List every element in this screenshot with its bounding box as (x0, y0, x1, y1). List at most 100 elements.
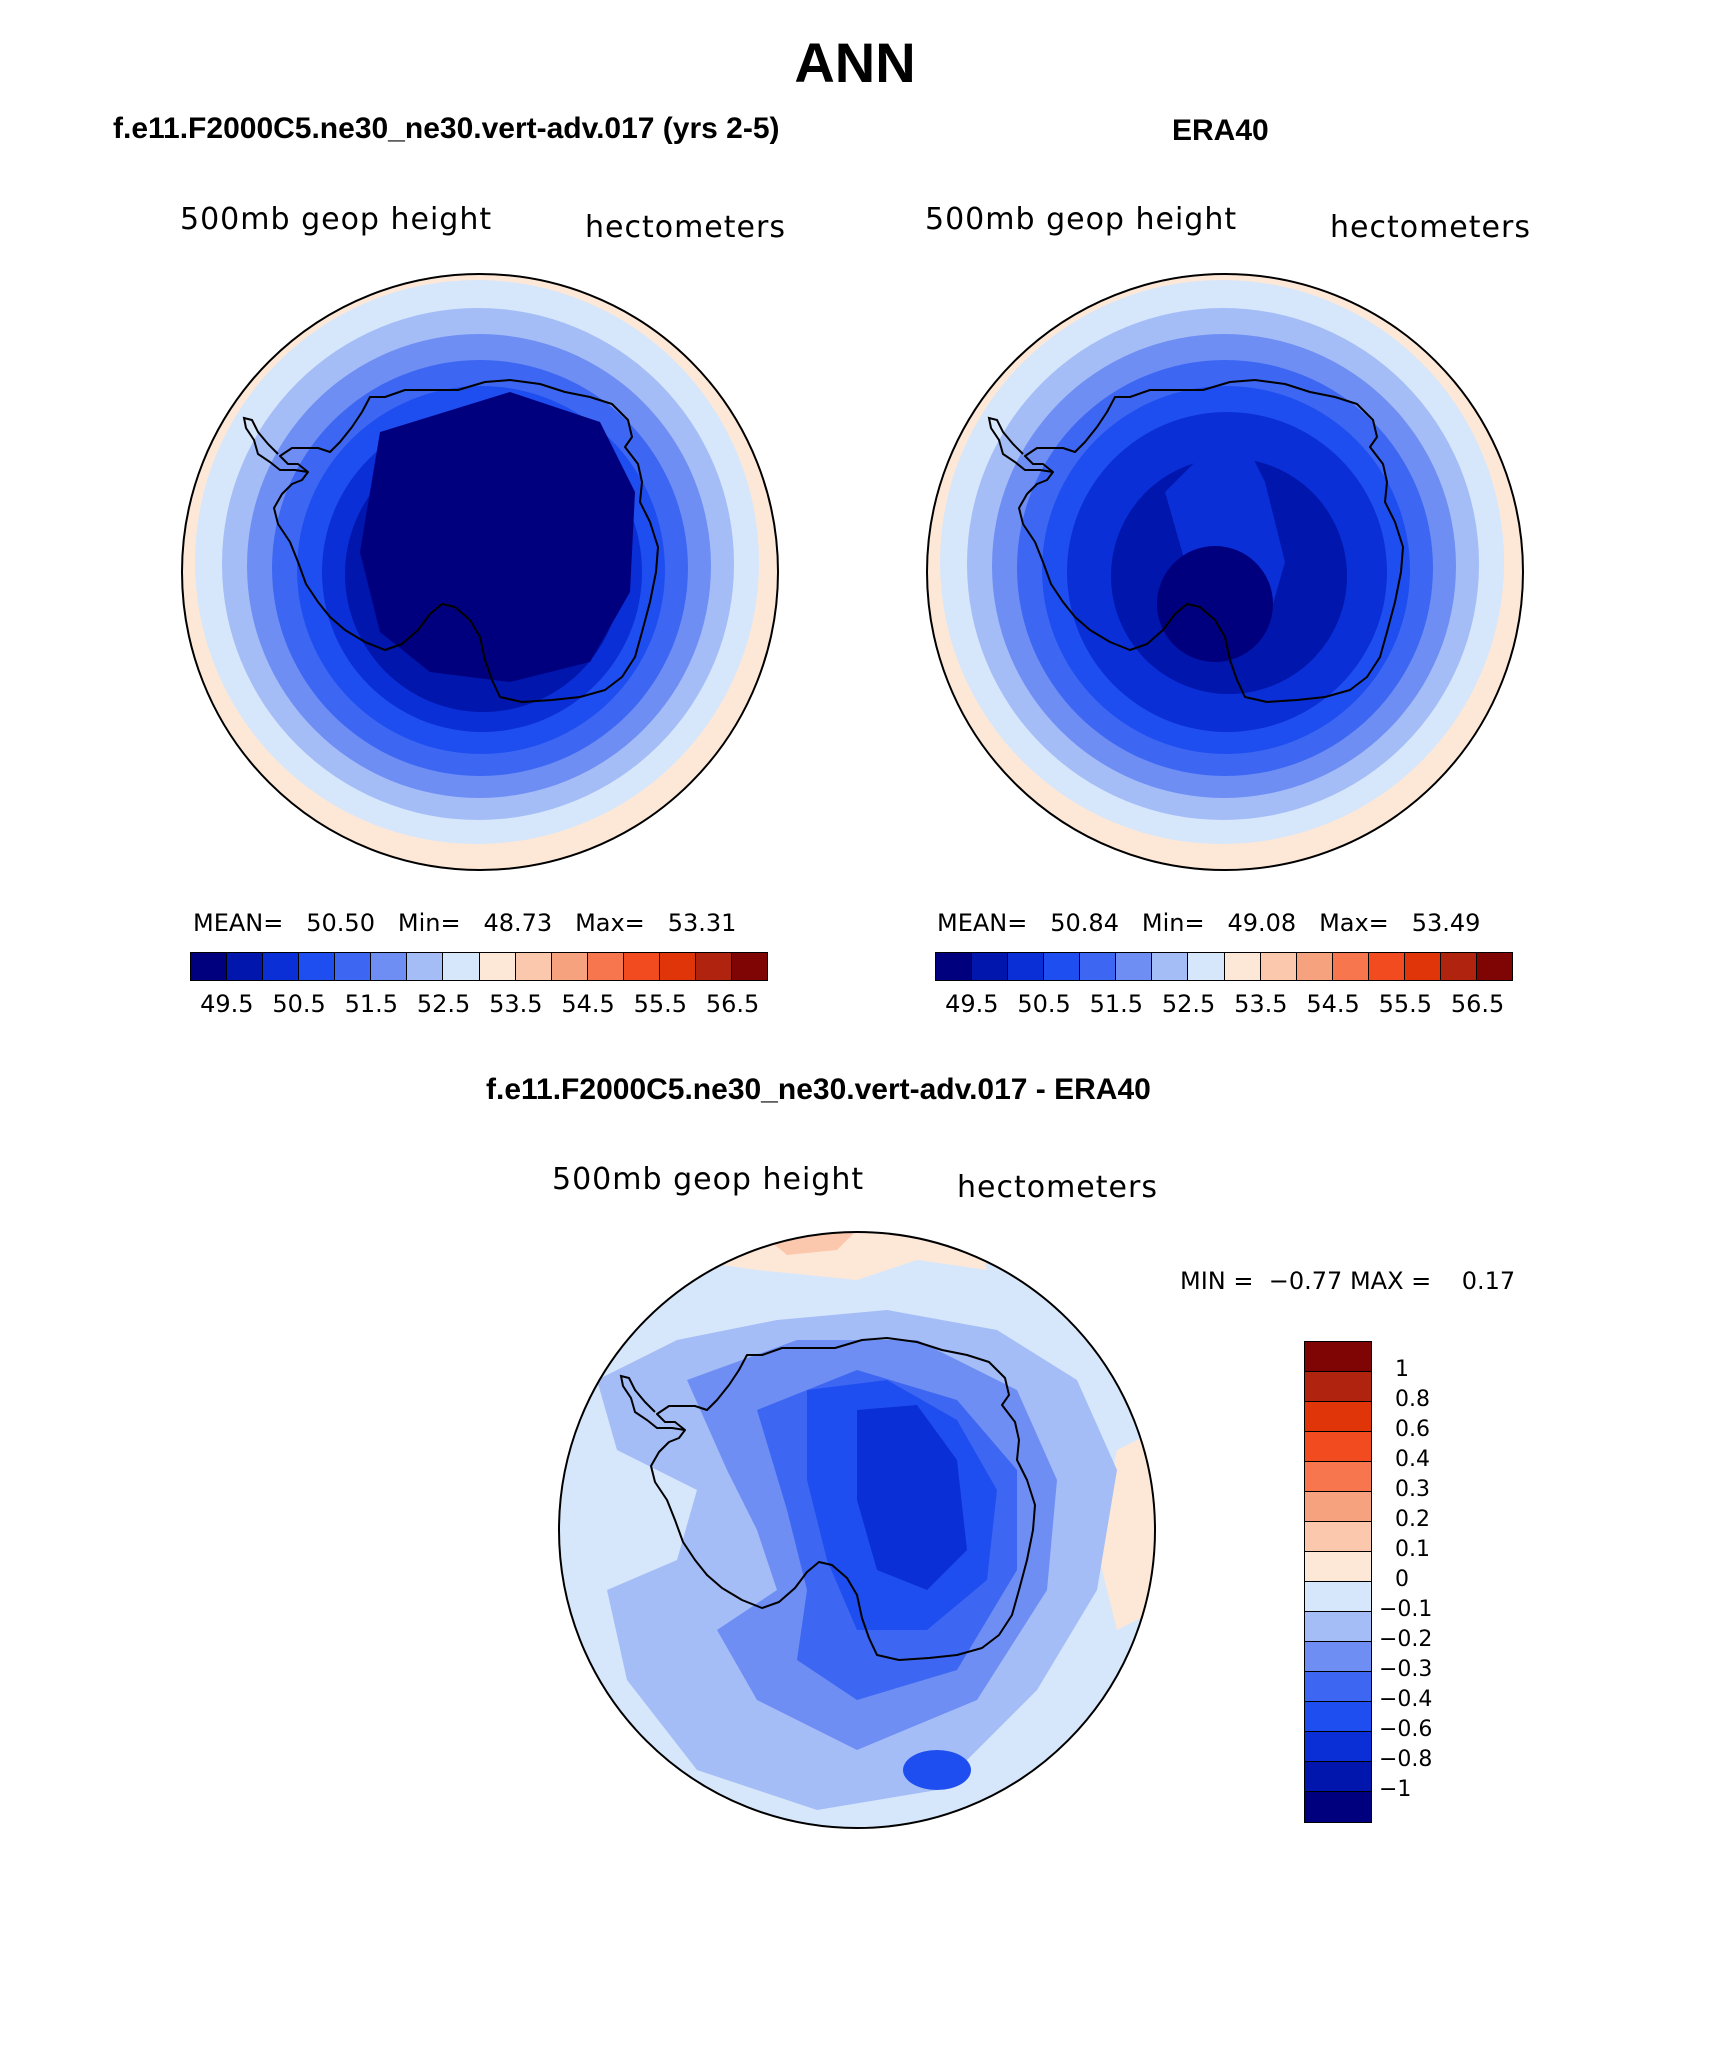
diff-map-border (558, 1231, 1156, 1829)
diff-min-value: −0.77 (1268, 1267, 1343, 1295)
diff-min-label: MIN = (1180, 1267, 1254, 1295)
obs-coastline (1018, 379, 1404, 703)
diff-colorbar-label: 0.4 (1395, 1447, 1430, 1472)
diff-colorbar-swatch (1305, 1372, 1371, 1402)
model-variable-label: 500mb geop height (180, 202, 493, 237)
diff-max-value: 0.17 (1461, 1267, 1516, 1295)
model-colorbar-swatch (731, 953, 767, 980)
diff-colorbar-swatch (1305, 1612, 1371, 1642)
diff-band-neg06-north (903, 1750, 971, 1790)
model-colorbar-swatch (371, 953, 408, 980)
model-colorbar-swatch (515, 953, 552, 980)
model-mean-label: MEAN= (193, 909, 284, 937)
obs-max-value: 53.49 (1411, 909, 1481, 937)
obs-stats: MEAN= 50.84 Min= 49.08 Max= 53.49 (937, 909, 1480, 937)
model-colorbar-swatch (299, 953, 336, 980)
diff-colorbar-label: −0.2 (1379, 1627, 1433, 1652)
model-colorbar-swatch (587, 953, 624, 980)
obs-variable-label: 500mb geop height (925, 202, 1238, 237)
diff-colorbar-swatch (1305, 1342, 1371, 1372)
diff-units-label: hectometers (957, 1170, 1158, 1205)
diff-variable-label: 500mb geop height (552, 1162, 865, 1197)
diff-colorbar-label: 0.1 (1395, 1537, 1430, 1562)
model-colorbar-swatch (443, 953, 480, 980)
diff-colorbar-label: 0.6 (1395, 1417, 1430, 1442)
obs-colorbar-tick: 51.5 (1089, 990, 1144, 1018)
obs-min-label: Min= (1141, 909, 1205, 937)
diff-colorbar-swatch (1305, 1492, 1371, 1522)
model-colorbar-tick: 49.5 (200, 990, 254, 1018)
diff-colorbar-label: −0.4 (1379, 1687, 1433, 1712)
diff-colorbar-swatch (1305, 1792, 1371, 1822)
diff-coastline (650, 1337, 1036, 1661)
obs-min-value: 49.08 (1227, 909, 1297, 937)
diff-colorbar-swatch (1305, 1432, 1371, 1462)
diff-colorbar-swatch (1305, 1522, 1371, 1552)
model-panel-title: f.e11.F2000C5.ne30_ne30.vert-adv.017 (yr… (113, 112, 780, 145)
model-units-label: hectometers (585, 210, 786, 245)
model-colorbar-tick: 55.5 (633, 990, 688, 1018)
model-colorbar-swatch (263, 953, 300, 980)
obs-colorbar-tick: 52.5 (1161, 990, 1216, 1018)
model-colorbar-swatch (551, 953, 588, 980)
diff-colorbar-swatch (1305, 1702, 1371, 1732)
model-colorbar-ticks: 49.5 50.5 51.5 52.5 53.5 54.5 55.5 56.5 (190, 990, 768, 1020)
diff-colorbar-swatch (1305, 1552, 1371, 1582)
diff-colorbar-labels: 1 0.8 0.6 0.4 0.3 0.2 0.1 0 −0.1 −0.2 −0.3 −0.4 −0.6… (1379, 1341, 1585, 1821)
model-peninsula-coastline (242, 416, 309, 473)
obs-colorbar-swatch (936, 953, 973, 980)
model-colorbar-swatch (191, 953, 228, 980)
diff-panel-title: f.e11.F2000C5.ne30_ne30.vert-adv.017 - E… (486, 1073, 1151, 1106)
obs-max-label: Max= (1319, 909, 1389, 937)
model-colorbar-tick: 56.5 (705, 990, 760, 1018)
model-colorbar-swatch (659, 953, 696, 980)
diff-colorbar-swatch (1305, 1582, 1371, 1612)
diff-colorbar-swatch (1305, 1732, 1371, 1762)
obs-colorbar-tick: 56.5 (1450, 990, 1505, 1018)
diff-peninsula-coastline (619, 1374, 686, 1431)
diff-polar-map (558, 1231, 1156, 1829)
obs-peninsula-coastline (987, 416, 1054, 473)
model-coastline (273, 379, 659, 703)
obs-map-border (926, 273, 1524, 871)
obs-colorbar-swatch (1116, 953, 1153, 980)
diff-colorbar-label: −0.6 (1379, 1717, 1433, 1742)
model-colorbar-swatch (335, 953, 372, 980)
obs-colorbar-swatch (1404, 953, 1441, 980)
obs-panel-title: ERA40 (1172, 114, 1269, 147)
diff-colorbar-label: −0.1 (1379, 1597, 1433, 1622)
model-colorbar-swatch (623, 953, 660, 980)
obs-colorbar-swatch (1152, 953, 1189, 980)
model-map-border (181, 273, 779, 871)
model-colorbar-swatch (407, 953, 444, 980)
obs-min-region (1157, 546, 1273, 662)
model-max-value: 53.31 (667, 909, 737, 937)
obs-mean-value: 50.84 (1050, 909, 1119, 937)
diff-colorbar-label: −0.8 (1379, 1747, 1433, 1772)
page-title: ANN (794, 31, 916, 94)
diff-colorbar-label: 0.3 (1395, 1477, 1430, 1502)
model-colorbar (190, 952, 768, 981)
obs-units-label: hectometers (1330, 210, 1531, 245)
model-min-label: Min= (397, 909, 461, 937)
obs-colorbar-swatch (1044, 953, 1081, 980)
diff-colorbar-swatch (1305, 1642, 1371, 1672)
model-stats: MEAN= 50.50 Min= 48.73 Max= 53.31 (193, 909, 736, 937)
diff-colorbar-label: −1 (1379, 1777, 1412, 1802)
obs-colorbar-swatch (1332, 953, 1369, 980)
diff-colorbar-swatch (1305, 1402, 1371, 1432)
diff-stats: MIN = −0.77 MAX = 0.17 (1180, 1267, 1515, 1295)
obs-colorbar-tick: 53.5 (1234, 990, 1288, 1018)
model-colorbar-tick: 50.5 (272, 990, 326, 1018)
obs-colorbar-tick: 50.5 (1017, 990, 1071, 1018)
obs-colorbar-swatch (1476, 953, 1512, 980)
obs-colorbar-tick: 55.5 (1378, 990, 1433, 1018)
obs-polar-map (926, 273, 1524, 871)
obs-colorbar-swatch (1188, 953, 1225, 980)
obs-colorbar-tick: 54.5 (1306, 990, 1360, 1018)
obs-colorbar-ticks: 49.5 50.5 51.5 52.5 53.5 54.5 55.5 56.5 (935, 990, 1513, 1020)
obs-colorbar-tick: 49.5 (945, 990, 999, 1018)
diff-colorbar-label: 1 (1395, 1357, 1409, 1382)
model-min-region (360, 392, 635, 682)
diff-colorbar-label: 0.2 (1395, 1507, 1430, 1532)
